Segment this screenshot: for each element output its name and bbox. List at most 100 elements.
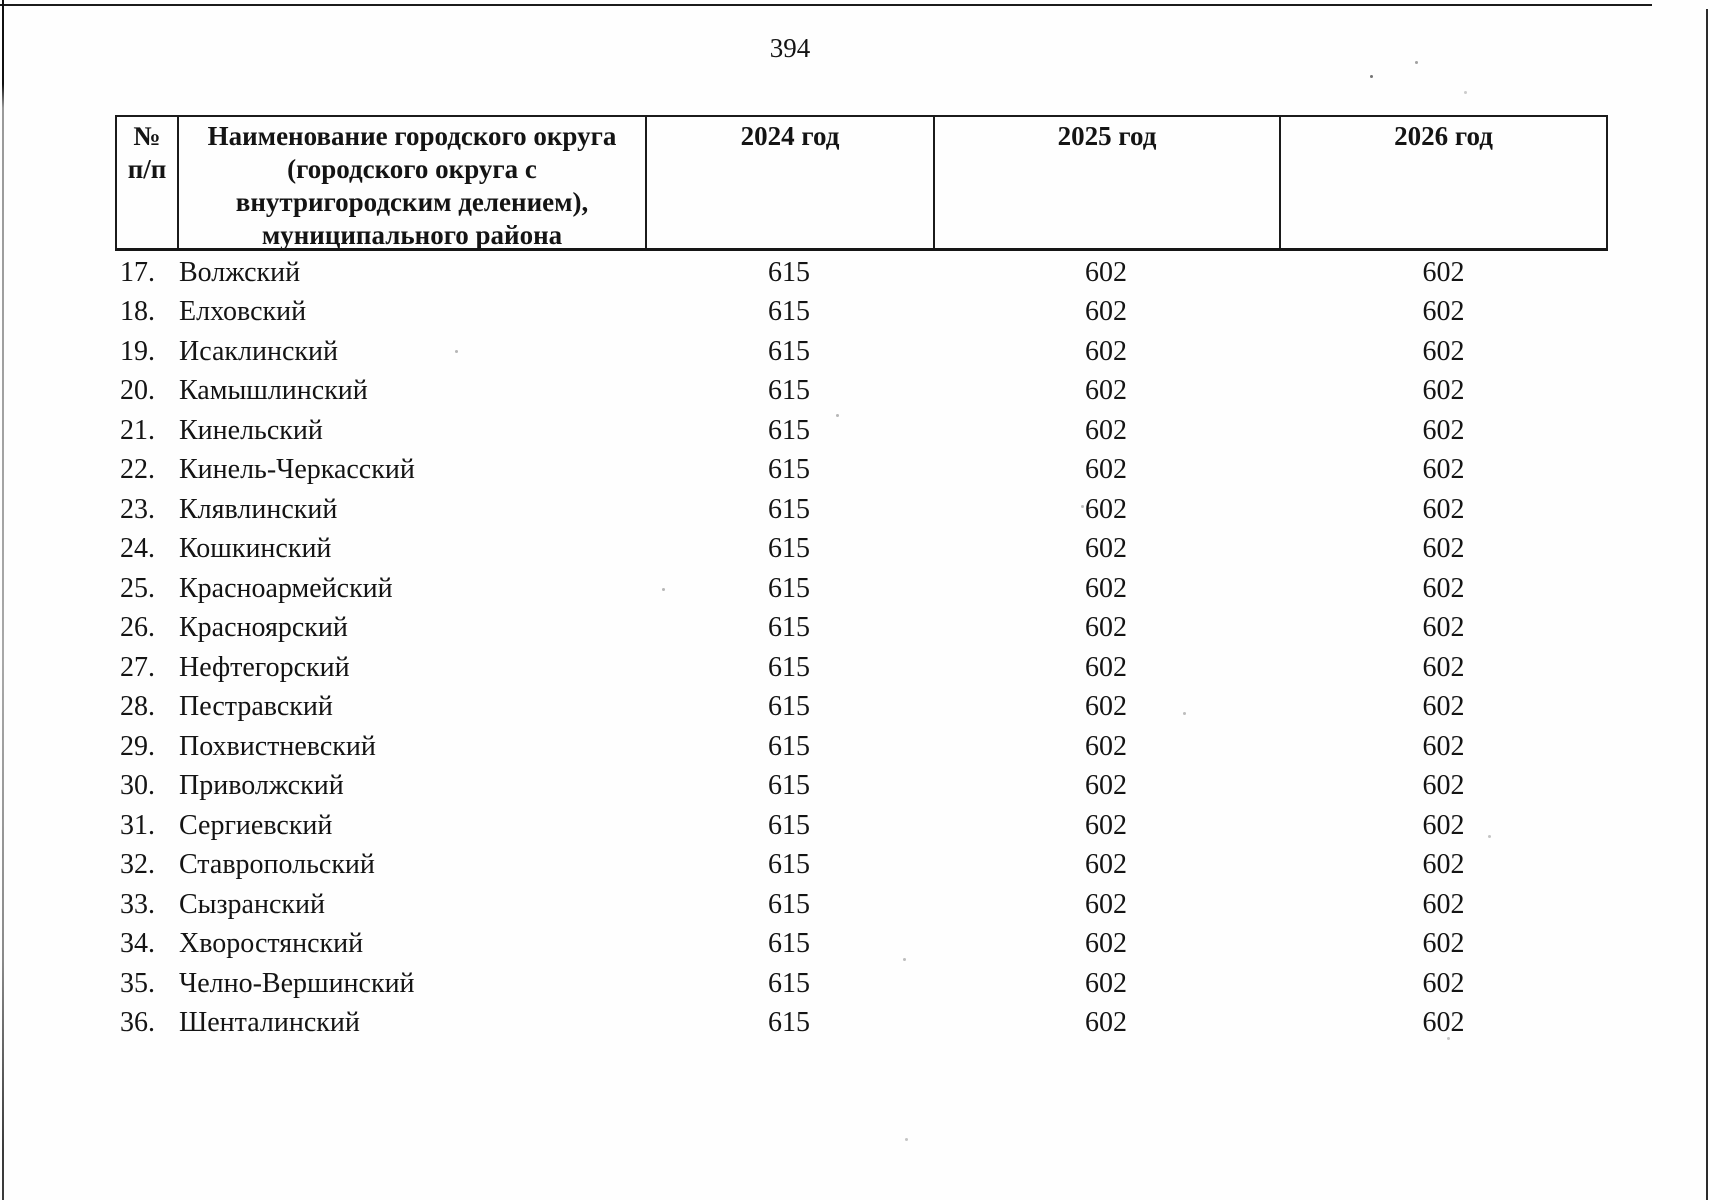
value-2025: 602: [1085, 493, 1127, 525]
scan-speck: [662, 588, 665, 591]
header-cell-year-2024: 2024 год: [647, 117, 935, 248]
value-2024: 615: [768, 454, 810, 486]
header-cell-year-2026: 2026 год: [1394, 121, 1493, 151]
district-name: Клявлинский: [179, 493, 338, 525]
scan-speck: [1447, 1037, 1450, 1040]
value-2024: 615: [768, 770, 810, 802]
table-row: 33. Сызранский 615 602 602: [115, 885, 1608, 925]
value-2024: 615: [768, 651, 810, 683]
district-name: Красноярский: [179, 612, 348, 644]
table-row: 23. Клявлинский 615 602 602: [115, 490, 1608, 530]
value-2025: 602: [1085, 256, 1127, 288]
districts-table: № п/п Наименование городского округа (го…: [115, 115, 1608, 1043]
value-2026: 602: [1422, 888, 1465, 920]
row-number: 29.: [120, 730, 155, 762]
value-2024: 615: [768, 335, 810, 367]
value-2025: 602: [1085, 770, 1127, 802]
row-number: 35.: [120, 967, 155, 999]
scan-speck: [1488, 835, 1491, 838]
page-scan-edge-right: [1706, 9, 1708, 1200]
district-name: Волжский: [179, 256, 301, 288]
row-number: 21.: [120, 414, 155, 446]
value-2024: 615: [768, 1007, 810, 1039]
value-2024: 615: [768, 888, 810, 920]
value-2026: 602: [1422, 296, 1465, 328]
value-2024: 615: [768, 493, 810, 525]
table-header-row: № п/п Наименование городского округа (го…: [115, 115, 1608, 251]
value-2025: 602: [1085, 454, 1127, 486]
value-2024: 615: [768, 572, 810, 604]
value-2026: 602: [1422, 1007, 1465, 1039]
district-name: Елховский: [179, 296, 307, 328]
table-row: 19. Исаклинский 615 602 602: [115, 332, 1608, 372]
table-row: 18. Елховский 615 602 602: [115, 293, 1608, 333]
district-name: Камышлинский: [179, 375, 368, 407]
district-name: Кошкинский: [179, 533, 332, 565]
value-2024: 615: [768, 849, 810, 881]
row-number: 32.: [120, 849, 155, 881]
scan-speck: [455, 350, 458, 353]
row-number: 28.: [120, 691, 155, 723]
value-2025: 602: [1085, 1007, 1127, 1039]
row-number: 27.: [120, 651, 155, 683]
row-number: 24.: [120, 533, 155, 565]
value-2024: 615: [768, 928, 810, 960]
page-number: 394: [769, 33, 811, 63]
table-row: 24. Кошкинский 615 602 602: [115, 530, 1608, 570]
district-name: Сергиевский: [179, 809, 333, 841]
value-2026: 602: [1422, 928, 1465, 960]
table-row: 32. Ставропольский 615 602 602: [115, 846, 1608, 886]
scan-speck: [836, 414, 839, 417]
value-2025: 602: [1085, 414, 1127, 446]
header-cell-district-name: Наименование городского округа (городско…: [179, 117, 647, 248]
district-name: Хворостянский: [179, 928, 364, 960]
header-cell-row-number: № п/п: [117, 117, 179, 248]
district-name: Кинель-Черкасский: [179, 454, 415, 486]
district-name: Красноармейский: [179, 572, 393, 604]
row-number: 19.: [120, 335, 155, 367]
value-2025: 602: [1085, 967, 1127, 999]
value-2024: 615: [768, 612, 810, 644]
value-2026: 602: [1422, 809, 1465, 841]
table-row: 17. Волжский 615 602 602: [115, 253, 1608, 293]
value-2024: 615: [768, 414, 810, 446]
row-number: 25.: [120, 572, 155, 604]
value-2024: 615: [768, 967, 810, 999]
value-2025: 602: [1085, 572, 1127, 604]
value-2024: 615: [768, 296, 810, 328]
district-name: Исаклинский: [179, 335, 338, 367]
table-row: 22. Кинель-Черкасский 615 602 602: [115, 451, 1608, 491]
value-2025: 602: [1085, 612, 1127, 644]
row-number: 33.: [120, 888, 155, 920]
scan-speck: [905, 1138, 908, 1141]
table-body: 17. Волжский 615 602 602 18. Елховский 615 602 60…: [115, 253, 1608, 1043]
value-2025: 602: [1085, 849, 1127, 881]
table-row: 28. Пестравский 615 602 602: [115, 688, 1608, 728]
table-row: 26. Красноярский 615 602 602: [115, 609, 1608, 649]
row-number: 20.: [120, 375, 155, 407]
value-2025: 602: [1085, 296, 1127, 328]
value-2024: 615: [768, 375, 810, 407]
value-2025: 602: [1085, 928, 1127, 960]
value-2026: 602: [1422, 967, 1465, 999]
value-2025: 602: [1085, 888, 1127, 920]
district-name: Ставропольский: [179, 849, 375, 881]
value-2025: 602: [1085, 375, 1127, 407]
value-2024: 615: [768, 809, 810, 841]
district-name: Пестравский: [179, 691, 333, 723]
value-2024: 615: [768, 256, 810, 288]
table-row: 21. Кинельский 615 602 602: [115, 411, 1608, 451]
value-2026: 602: [1422, 375, 1465, 407]
value-2024: 615: [768, 533, 810, 565]
value-2025: 602: [1085, 335, 1127, 367]
value-2026: 602: [1422, 849, 1465, 881]
value-2026: 602: [1422, 651, 1465, 683]
district-name: Кинельский: [179, 414, 323, 446]
district-name: Приволжский: [179, 770, 344, 802]
district-name: Сызранский: [179, 888, 325, 920]
value-2025: 602: [1085, 651, 1127, 683]
scan-speck: [1081, 505, 1084, 508]
district-name: Нефтегорский: [179, 651, 350, 683]
page-scan-edge-left: [2, 0, 4, 1200]
